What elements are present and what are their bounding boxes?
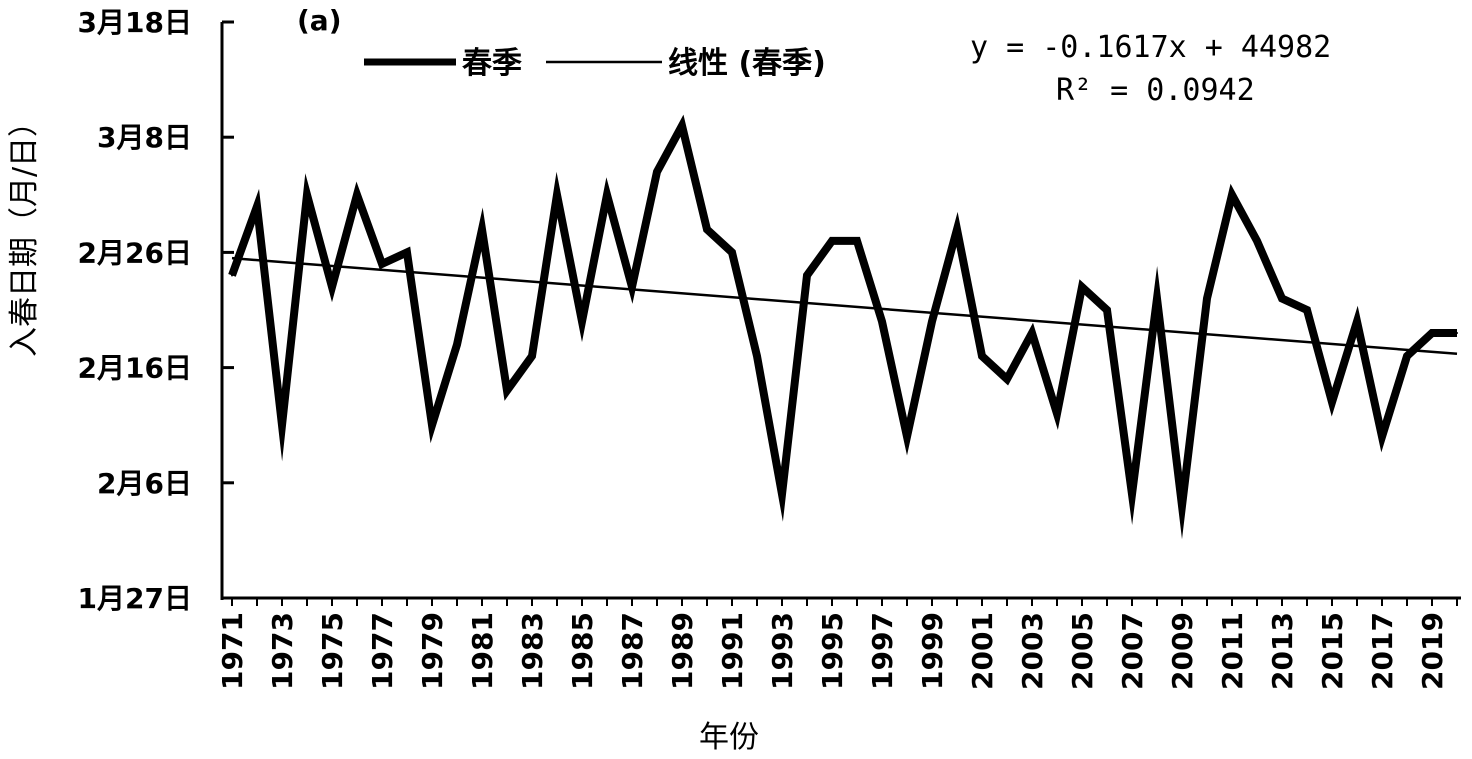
series-spring-point bbox=[1256, 239, 1258, 242]
series-spring-line bbox=[228, 114, 1457, 540]
series-spring-point bbox=[431, 424, 433, 427]
x-tick-label: 1989 bbox=[666, 612, 699, 690]
x-ticks: 1971 1973 1975 1977 1979 1981 1983 1985 1987 1989… bbox=[216, 598, 1458, 690]
series-spring-point bbox=[706, 228, 708, 231]
series-spring-point bbox=[631, 285, 633, 288]
series-spring-point bbox=[481, 228, 483, 231]
series-spring-point bbox=[1231, 193, 1233, 196]
x-tick-label: 2013 bbox=[1266, 612, 1299, 690]
series-spring-point bbox=[256, 205, 258, 208]
r-squared: R² = 0.0942 bbox=[1056, 73, 1255, 108]
y-tick-label: 3月18日 bbox=[78, 6, 192, 39]
x-tick-label: 2007 bbox=[1116, 612, 1149, 690]
series-spring-point bbox=[981, 355, 983, 358]
y-tick-label: 1月27日 bbox=[78, 582, 192, 615]
regression-equation: y = -0.1617x + 44982 bbox=[970, 30, 1331, 65]
series-spring-point bbox=[756, 355, 758, 358]
x-axis-title: 年份 bbox=[699, 720, 759, 755]
legend-label-trend: 线性 (春季) bbox=[668, 46, 826, 81]
series-spring-point bbox=[1031, 332, 1033, 335]
series-spring-point bbox=[281, 424, 283, 427]
x-tick-label: 2001 bbox=[966, 612, 999, 690]
series-spring-point bbox=[1281, 297, 1283, 300]
series-spring-point bbox=[581, 320, 583, 323]
series-spring-point bbox=[1331, 401, 1333, 404]
series-spring-point bbox=[231, 274, 233, 277]
x-tick-label: 1983 bbox=[516, 612, 549, 690]
series-spring-point bbox=[956, 228, 958, 231]
series-spring-point bbox=[1381, 435, 1383, 438]
series-spring-point bbox=[1181, 504, 1183, 507]
x-tick-label: 1985 bbox=[566, 612, 599, 690]
series-spring-point bbox=[356, 193, 358, 196]
series-spring-point bbox=[1306, 309, 1308, 311]
x-tick-label: 1997 bbox=[866, 612, 899, 690]
series-trend-line bbox=[231, 256, 1458, 356]
series-spring-point bbox=[1431, 332, 1433, 335]
series-spring-point bbox=[1056, 412, 1058, 415]
series-spring-point bbox=[606, 193, 608, 196]
x-tick-label: 1991 bbox=[716, 612, 749, 690]
x-tick-label: 1975 bbox=[316, 612, 349, 690]
series-spring-point bbox=[856, 239, 858, 242]
x-tick-label: 1993 bbox=[766, 612, 799, 690]
y-ticks: 1月27日 2月6日 2月16日 2月26日 3月8日 3月18日 bbox=[78, 6, 234, 615]
series-spring-point bbox=[1206, 297, 1208, 300]
x-tick-label: 1979 bbox=[416, 612, 449, 690]
x-tick-label: 2015 bbox=[1316, 612, 1349, 690]
series-spring-point bbox=[531, 355, 533, 358]
y-tick-label: 3月8日 bbox=[97, 121, 192, 154]
y-tick-label: 2月26日 bbox=[78, 236, 192, 269]
series-spring-point bbox=[931, 320, 933, 323]
x-tick-label: 2003 bbox=[1016, 612, 1049, 690]
series-spring-point bbox=[781, 493, 783, 496]
x-tick-label: 1977 bbox=[366, 612, 399, 690]
series-spring-point bbox=[881, 320, 883, 323]
y-tick-label: 2月16日 bbox=[78, 352, 192, 385]
x-tick-label: 2017 bbox=[1366, 612, 1399, 690]
series-spring-point bbox=[381, 262, 383, 265]
legend-label-spring: 春季 bbox=[462, 46, 522, 81]
series-spring-point bbox=[556, 193, 558, 196]
y-tick-label: 2月6日 bbox=[97, 467, 192, 500]
series-spring-point bbox=[681, 124, 683, 127]
series-spring-point bbox=[506, 389, 508, 392]
x-tick-label: 1981 bbox=[466, 612, 499, 690]
series-spring-point bbox=[331, 285, 333, 288]
series-spring-point bbox=[1406, 355, 1408, 358]
series-spring-point bbox=[1006, 378, 1008, 381]
series-spring-point bbox=[731, 251, 733, 254]
series-spring-point bbox=[1106, 309, 1108, 311]
series-spring-point bbox=[456, 343, 458, 346]
series-spring-point bbox=[831, 239, 833, 242]
x-tick-label: 2009 bbox=[1166, 612, 1199, 690]
legend: 春季 线性 (春季) bbox=[364, 46, 826, 81]
series-spring-point bbox=[1131, 493, 1133, 496]
x-tick-label: 2011 bbox=[1216, 612, 1249, 690]
series-spring-point bbox=[1081, 285, 1083, 288]
x-tick-label: 1999 bbox=[916, 612, 949, 690]
series-spring-point bbox=[1156, 297, 1158, 300]
x-tick-label: 1973 bbox=[266, 612, 299, 690]
x-tick-label: 2019 bbox=[1416, 612, 1449, 690]
series-spring-point bbox=[406, 251, 408, 254]
series-group bbox=[228, 114, 1458, 540]
series-spring-point bbox=[906, 435, 908, 438]
series-spring-point bbox=[306, 193, 308, 196]
x-tick-label: 1995 bbox=[816, 612, 849, 690]
x-tick-label: 1987 bbox=[616, 612, 649, 690]
series-spring-point bbox=[806, 274, 808, 277]
series-spring-point bbox=[1356, 320, 1358, 323]
x-tick-label: 1971 bbox=[216, 612, 249, 690]
x-tick-label: 2005 bbox=[1066, 612, 1099, 690]
series-spring-point bbox=[1456, 332, 1458, 335]
series-spring-point bbox=[656, 170, 658, 173]
y-axis-title: 入春日期（月/日） bbox=[7, 107, 42, 357]
panel-label: (a) bbox=[297, 4, 342, 37]
